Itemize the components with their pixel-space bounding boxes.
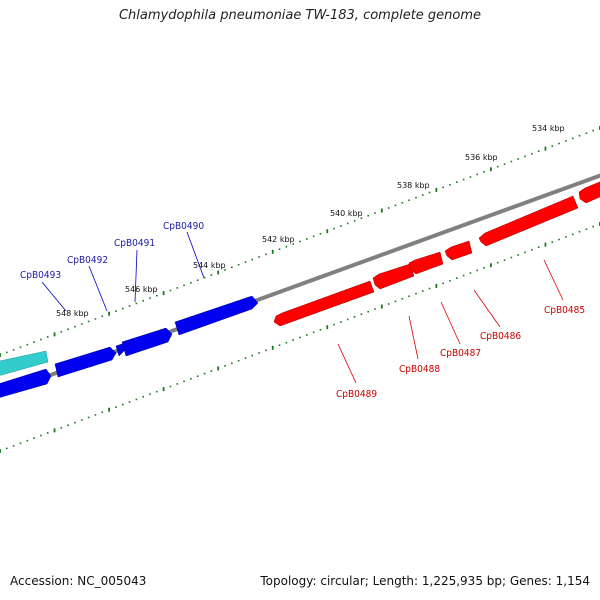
outer-tick-track (0, 126, 600, 357)
inner-tick-track (0, 222, 600, 453)
scale-label: 548 kbp (56, 309, 89, 318)
gene-arrow-cpb0485[interactable] (478, 195, 579, 247)
gene-label-cpb0492[interactable]: CpB0492 (67, 255, 108, 266)
gene-arrow-cpb0486[interactable] (444, 240, 473, 261)
gene-label-cpb0493[interactable]: CpB0493 (20, 270, 61, 281)
gene-labels: CpB0490 CpB0491 CpB0492 CpB0493 CpB0485 … (20, 221, 585, 400)
scale-label: 544 kbp (193, 261, 226, 270)
gene-arrow-cpb0489[interactable] (273, 280, 375, 327)
gene-arrow-cpb0493[interactable] (54, 346, 117, 378)
gene-arrow-cpb0484[interactable] (578, 181, 600, 204)
map-title: Chlamydophila pneumoniae TW-183, complet… (118, 8, 482, 23)
leader-line-cpb0485 (543, 259, 564, 301)
scale-label: 540 kbp (330, 209, 363, 218)
scale-label: 536 kbp (465, 153, 498, 162)
scale-label: 534 kbp (532, 124, 565, 133)
genome-summary-text: Topology: circular; Length: 1,225,935 bp… (260, 574, 590, 588)
label-leader-lines (41, 231, 564, 384)
leader-line-cpb0492 (88, 265, 108, 312)
gene-arrow-cpb0491[interactable] (121, 327, 173, 357)
scale-label: 538 kbp (397, 181, 430, 190)
forward-strand-genes (273, 181, 600, 327)
gene-label-cpb0486[interactable]: CpB0486 (480, 331, 521, 342)
gene-arrow-cpb0487[interactable] (408, 251, 444, 275)
reverse-strand-genes (0, 295, 259, 398)
leader-line-cpb0489 (337, 343, 357, 384)
gene-label-cpb0485[interactable]: CpB0485 (544, 305, 585, 316)
scale-label: 546 kbp (125, 285, 158, 294)
gene-label-cpb0487[interactable]: CpB0487 (440, 348, 481, 359)
leader-line-cpb0490 (186, 231, 205, 279)
leader-line-cpb0493 (41, 281, 67, 312)
scale-label: 542 kbp (262, 235, 295, 244)
leader-line-cpb0486 (473, 289, 501, 328)
accession-text: Accession: NC_005043 (10, 574, 147, 588)
gene-arrow-cyan[interactable] (0, 350, 49, 376)
gene-label-cpb0491[interactable]: CpB0491 (114, 238, 155, 249)
gene-arrow-cpb0490[interactable] (174, 295, 259, 336)
gene-arrow-cpb0488[interactable] (372, 263, 415, 290)
leader-line-cpb0491 (134, 249, 138, 303)
leader-line-cpb0488 (408, 315, 419, 360)
gene-arrow-cpb0494[interactable] (0, 368, 52, 398)
gene-label-cpb0488[interactable]: CpB0488 (399, 364, 440, 375)
scale-labels: 534 kbp 536 kbp 538 kbp 540 kbp 542 kbp … (56, 124, 565, 318)
gene-label-cpb0489[interactable]: CpB0489 (336, 389, 377, 400)
gene-label-cpb0490[interactable]: CpB0490 (163, 221, 204, 232)
leader-line-cpb0487 (440, 301, 461, 345)
